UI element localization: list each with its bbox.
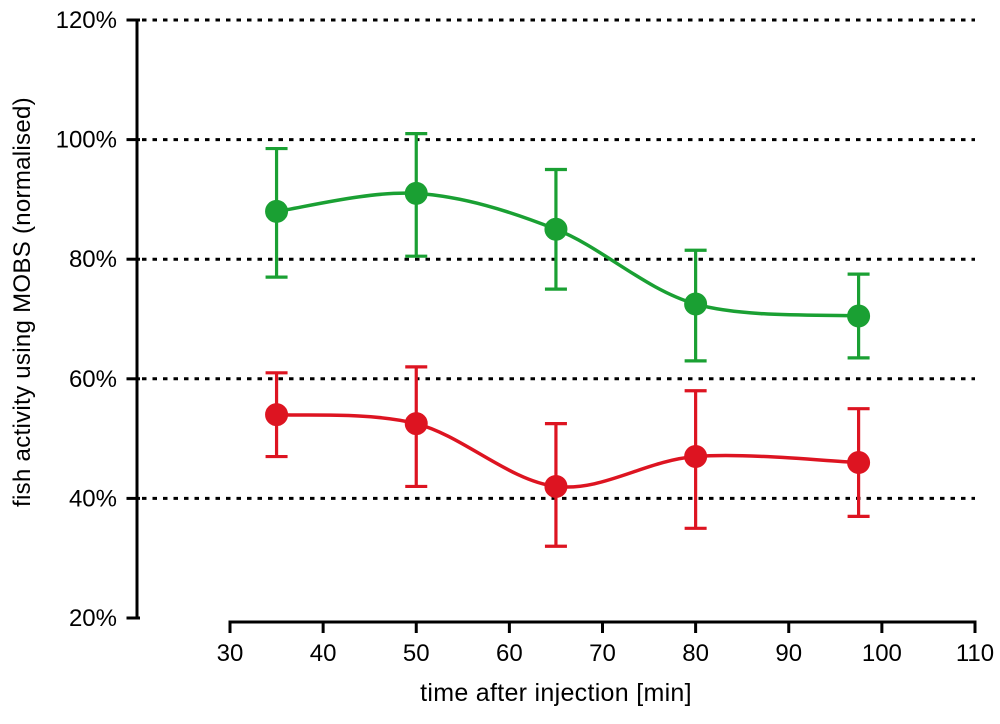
green-series-marker-80 bbox=[684, 292, 708, 316]
x-tick-label-90: 90 bbox=[775, 640, 802, 667]
green-series-marker-35 bbox=[265, 199, 289, 223]
x-tick-label-70: 70 bbox=[589, 640, 616, 667]
y-tick-label-120: 120% bbox=[56, 7, 117, 34]
red-series-marker-35 bbox=[265, 403, 289, 427]
red-series-marker-50 bbox=[404, 412, 428, 436]
red-series-marker-97.5 bbox=[847, 451, 871, 475]
x-tick-label-40: 40 bbox=[310, 640, 337, 667]
x-tick-label-110: 110 bbox=[956, 640, 994, 667]
y-tick-label-40: 40% bbox=[69, 485, 117, 512]
y-tick-label-20: 20% bbox=[69, 605, 117, 632]
red-series-marker-80 bbox=[684, 445, 708, 469]
green-series-line bbox=[276, 191, 859, 318]
green-series-marker-50 bbox=[404, 181, 428, 205]
x-tick-label-60: 60 bbox=[496, 640, 523, 667]
x-tick-label-100: 100 bbox=[862, 640, 902, 667]
x-tick-label-50: 50 bbox=[403, 640, 430, 667]
y-tick-label-100: 100% bbox=[56, 127, 117, 154]
y-tick-label-60: 60% bbox=[69, 366, 117, 393]
red-series-line bbox=[276, 412, 859, 489]
x-axis-title: time after injection [min] bbox=[420, 679, 692, 707]
green-series-marker-97.5 bbox=[847, 304, 871, 328]
green-series-marker-65 bbox=[544, 217, 568, 241]
x-tick-label-80: 80 bbox=[682, 640, 709, 667]
red-series-marker-65 bbox=[544, 474, 568, 498]
x-tick-label-30: 30 bbox=[217, 640, 244, 667]
y-axis-title: fish activity using MOBS (normalised) bbox=[9, 97, 36, 507]
y-tick-label-80: 80% bbox=[69, 246, 117, 273]
